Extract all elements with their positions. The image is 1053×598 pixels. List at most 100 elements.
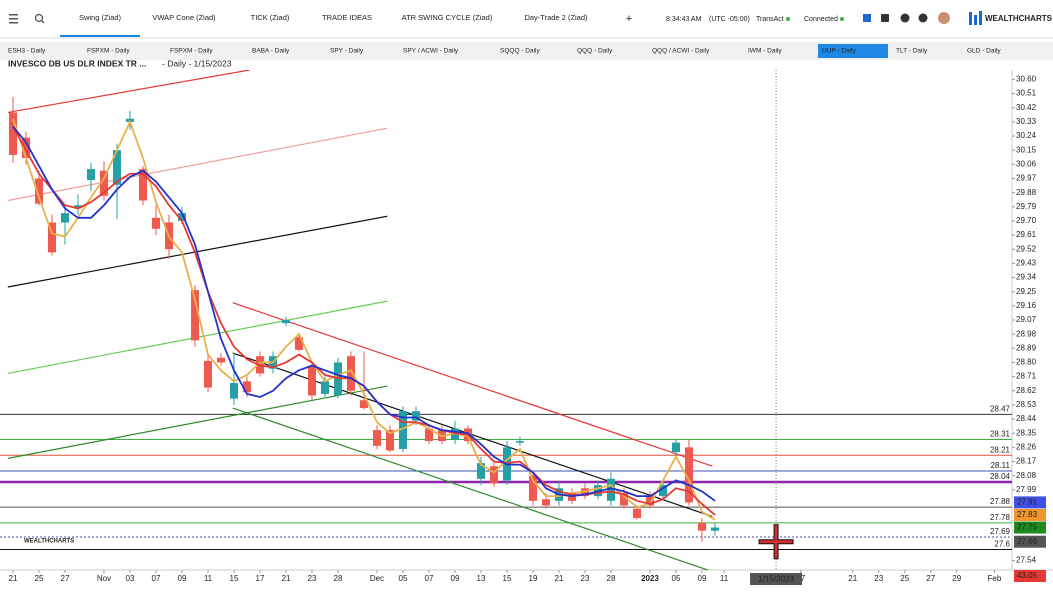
x-tick-label: 25 — [900, 574, 909, 583]
watermark: WEALTHCHARTS — [24, 539, 74, 545]
clock: 8:34:43 AM — [666, 16, 702, 23]
status-dot — [840, 17, 844, 21]
add-tab[interactable]: + — [626, 13, 632, 25]
y-tick-label: 29.16 — [1016, 301, 1037, 310]
tab[interactable]: TICK (Ziad) — [251, 13, 290, 22]
x-tick-label: 05 — [672, 574, 681, 583]
symbol-tab[interactable]: SPY / ACWI - Daily — [403, 48, 459, 55]
candle-body — [73, 205, 83, 209]
symbol-tab[interactable]: QQQ / ACWI - Daily — [652, 48, 710, 55]
x-tick-label: Dec — [370, 574, 384, 583]
x-tick-label: 07 — [152, 574, 161, 583]
tab[interactable]: TRADE IDEAS — [322, 13, 372, 22]
candle-body — [99, 170, 109, 196]
candle-body — [359, 400, 369, 409]
symbol-tab[interactable]: BABA - Daily — [252, 48, 290, 55]
x-tick-label: 09 — [698, 574, 707, 583]
x-tick-label: 2023 — [641, 574, 659, 583]
x-tick-label: 09 — [451, 574, 460, 583]
x-tick-label: 23 — [874, 574, 883, 583]
symbol-tab[interactable]: IWM - Daily — [748, 48, 782, 55]
chart-subtitle: - Daily - 1/15/2023 — [162, 58, 232, 68]
candle-body — [515, 441, 525, 443]
candle-body — [320, 381, 330, 394]
symbol-tab[interactable]: SPY - Daily — [330, 48, 364, 55]
candle-body — [203, 360, 213, 388]
candle-body — [47, 222, 57, 253]
symbol-tab[interactable]: ESH3 - Daily — [8, 48, 46, 55]
tab[interactable]: Day-Trade 2 (Ziad) — [524, 13, 588, 22]
price-axis — [1012, 70, 1053, 570]
level-label: 28.47 — [990, 404, 1011, 413]
symbol-tab[interactable]: SQQQ - Daily — [500, 48, 540, 55]
candle-body — [307, 365, 317, 396]
symbol-tab[interactable]: QQQ - Daily — [577, 48, 613, 55]
candle-body — [385, 430, 395, 451]
y-tick-label: 28.44 — [1016, 414, 1037, 423]
plot-area — [0, 70, 1012, 570]
symbol-tab[interactable]: UUP - Daily — [822, 48, 857, 55]
y-tick-label: 29.52 — [1016, 244, 1037, 253]
x-tick-label: 21 — [848, 574, 857, 583]
candle-body — [112, 150, 122, 185]
x-tick-label: 15 — [503, 574, 512, 583]
active-tab-underline — [60, 35, 140, 37]
tab[interactable]: Swing (Ziad) — [79, 13, 122, 22]
x-tick-label: 11 — [204, 574, 213, 583]
connection: Connected — [804, 16, 838, 23]
crosshair-cross — [758, 524, 794, 560]
x-tick-label: 23 — [308, 574, 317, 583]
x-tick-label: 23 — [581, 574, 590, 583]
y-tick-label: 28.71 — [1016, 372, 1037, 381]
x-tick-label: 07 — [425, 574, 434, 583]
level-label: 28.31 — [990, 430, 1011, 439]
level-label: 27.88 — [990, 497, 1011, 506]
tab[interactable]: ATR SWING CYCLE (Ziad) — [402, 13, 493, 22]
search-icon[interactable] — [34, 13, 45, 24]
trend-line — [7, 70, 250, 114]
x-tick-label: 28 — [334, 574, 343, 583]
symbol-tab[interactable]: GLD - Daily — [967, 48, 1001, 55]
symbol-tab[interactable]: FSPXM - Daily — [87, 48, 130, 55]
logo: WEALTHCHARTS — [985, 14, 1053, 23]
timezone: (UTC -05:00) — [709, 16, 750, 23]
trend-line — [232, 407, 710, 570]
candle-body — [60, 213, 70, 223]
x-tick-label: 25 — [35, 574, 44, 583]
y-tick-label: 28.08 — [1016, 471, 1037, 480]
trend-line — [232, 302, 713, 467]
x-tick-label: 29 — [952, 574, 961, 583]
moving-average — [12, 118, 716, 521]
y-tick-label: 28.17 — [1016, 457, 1037, 466]
moving-average — [12, 126, 716, 502]
candle-body — [229, 382, 239, 399]
menu-icon[interactable] — [9, 14, 18, 24]
price-badge — [1014, 496, 1046, 509]
candle-body — [489, 466, 499, 484]
active-symbol — [818, 44, 888, 58]
x-tick-label: 21 — [555, 574, 564, 583]
candle-body — [424, 428, 434, 442]
candle-body — [281, 320, 291, 324]
symbol-bar — [0, 42, 1053, 60]
level-label: 27.78 — [990, 513, 1011, 522]
level-label: 28.21 — [990, 445, 1011, 454]
candle-body — [710, 527, 719, 531]
tab[interactable]: VWAP Cone (Ziad) — [152, 13, 216, 22]
x-tick-label: 05 — [399, 574, 408, 583]
price-badge — [1014, 570, 1046, 582]
price-badge — [1014, 535, 1046, 548]
crosshair-date: 1/15/2023 — [758, 575, 794, 584]
candle-body — [476, 463, 486, 479]
price-badge-label: 27.66 — [1017, 537, 1038, 546]
symbol-tab[interactable]: FSPXM - Daily — [170, 48, 213, 55]
candle-body — [190, 290, 200, 341]
y-tick-label: 28.89 — [1016, 343, 1037, 352]
candle-body — [671, 442, 680, 453]
price-badge — [1014, 521, 1046, 534]
y-tick-label: 30.06 — [1016, 159, 1037, 168]
status-icons[interactable] — [863, 12, 950, 24]
symbol-tab[interactable]: TLT - Daily — [896, 48, 928, 55]
candle-body — [697, 522, 706, 531]
candle-body — [645, 496, 654, 506]
